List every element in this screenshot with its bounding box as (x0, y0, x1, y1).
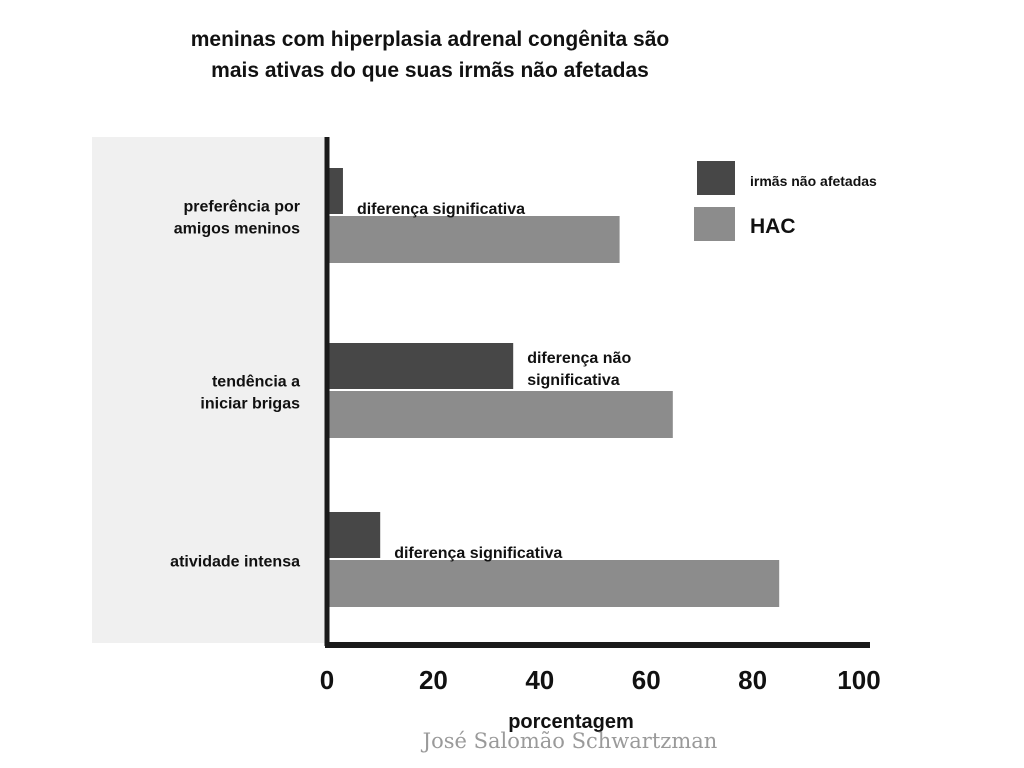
legend: irmãs não afetadas HAC (694, 161, 877, 241)
legend-label-hac: HAC (750, 215, 796, 238)
x-tick-labels: 0 20 40 60 80 100 (320, 665, 881, 695)
category-label-1-0: tendência a (212, 374, 300, 391)
annotation-1-1: significativa (527, 372, 620, 389)
chart-title-line-2: mais ativas do que suas irmãs não afetad… (211, 59, 649, 82)
annotation-2-0: diferença significativa (394, 545, 562, 562)
category-label-0-1: amigos meninos (174, 221, 300, 238)
legend-swatch-hac (694, 207, 735, 241)
bar-hac-0 (327, 216, 620, 263)
x-tick-20: 20 (419, 665, 448, 695)
x-tick-40: 40 (525, 665, 554, 695)
annotations-layer: diferença significativa diferença não sign… (357, 201, 631, 562)
category-labels: preferência por amigos meninos tendência a… (170, 199, 300, 571)
category-label-0-0: preferência por (184, 199, 300, 216)
bar-irmas-2 (327, 512, 381, 558)
category-label-1-1: iniciar brigas (200, 396, 300, 413)
annotation-1-0: diferença não (527, 350, 631, 367)
bar-irmas-1 (327, 343, 514, 389)
bars-layer (327, 168, 780, 607)
category-panel (92, 137, 328, 643)
credit-text: José Salomão Schwartzman (421, 729, 718, 753)
bar-irmas-0 (327, 168, 343, 214)
x-tick-80: 80 (738, 665, 767, 695)
legend-swatch-irmas (697, 161, 735, 195)
x-tick-100: 100 (837, 665, 880, 695)
bar-hac-1 (327, 391, 673, 438)
x-axis-label: porcentagem (508, 711, 634, 733)
bar-hac-2 (327, 560, 780, 607)
annotation-0-0: diferença significativa (357, 201, 525, 218)
category-label-2-0: atividade intensa (170, 554, 300, 571)
x-tick-0: 0 (320, 665, 334, 695)
legend-label-irmas: irmãs não afetadas (750, 173, 877, 189)
x-tick-60: 60 (632, 665, 661, 695)
chart-title-line-1: meninas com hiperplasia adrenal congênit… (191, 28, 670, 51)
